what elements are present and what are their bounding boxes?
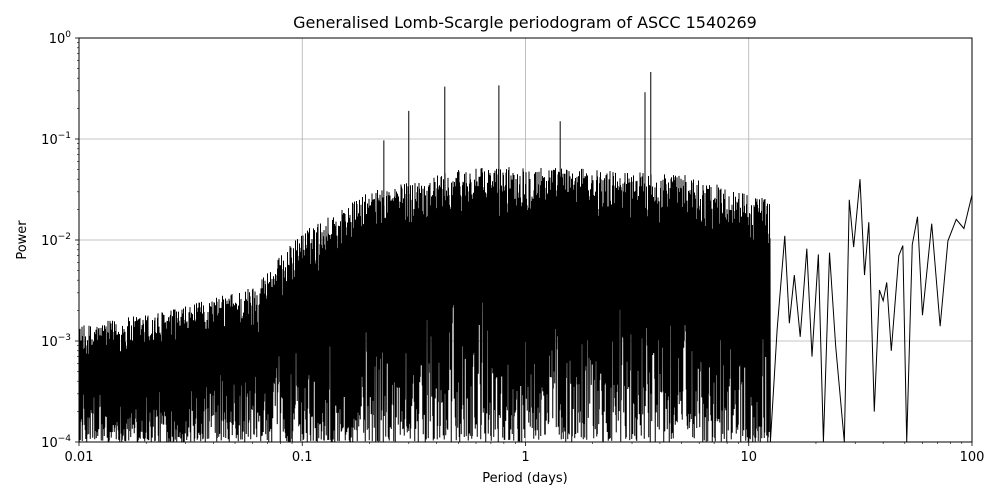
y-tick-label: 10−1 xyxy=(41,131,71,148)
x-tick-label: 0.1 xyxy=(292,450,313,465)
x-tick-label: 1 xyxy=(521,450,529,465)
axis-ticks: 0.01 0.1 1 10 100 10−4 10−3 10−2 10−1 100 xyxy=(41,30,984,465)
series-layer xyxy=(78,72,973,443)
y-tick-label: 10−2 xyxy=(41,232,71,249)
y-tick-label: 10−3 xyxy=(41,333,71,350)
series-line xyxy=(78,72,973,443)
y-tick-label: 10−4 xyxy=(41,434,71,451)
chart-title: Generalised Lomb-Scargle periodogram of … xyxy=(293,13,757,32)
x-tick-label: 0.01 xyxy=(65,450,94,465)
y-axis-label: Power xyxy=(15,220,30,260)
x-tick-label: 100 xyxy=(960,450,985,465)
x-axis-label: Period (days) xyxy=(482,471,568,486)
y-tick-label: 100 xyxy=(49,30,72,47)
x-tick-label: 10 xyxy=(740,450,757,465)
